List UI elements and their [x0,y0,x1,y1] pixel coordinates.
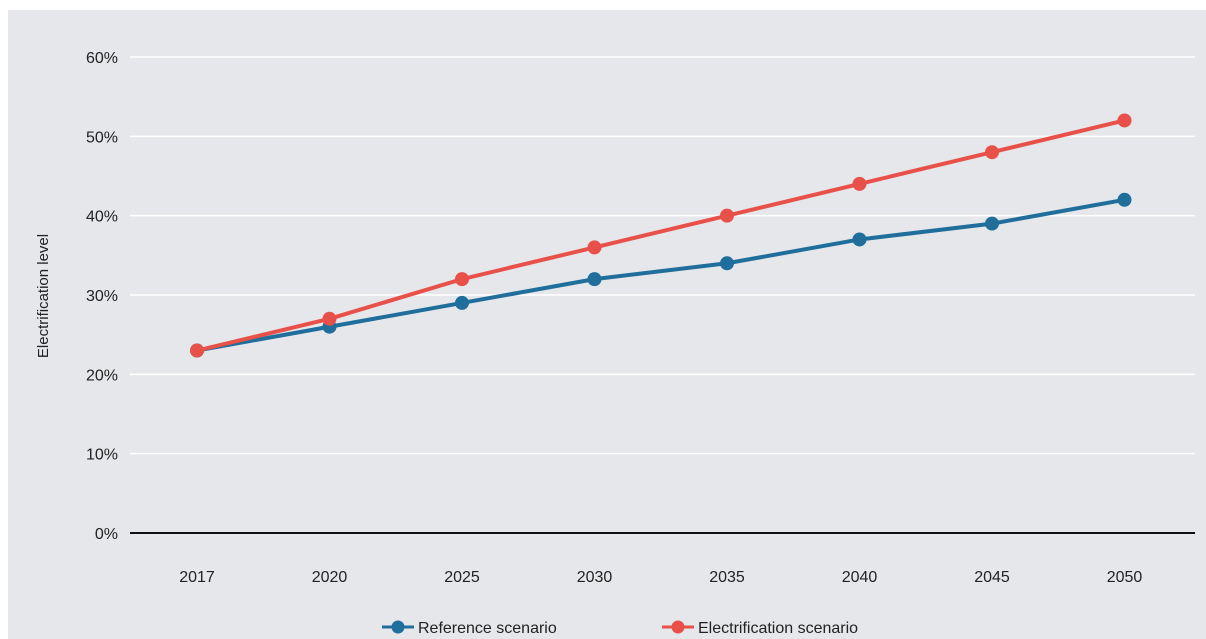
y-tick-label: 30% [86,288,118,305]
y-tick-label: 10% [86,447,118,464]
series-line [196,197,1125,353]
series-line [196,118,1125,353]
y-tick-label: 60% [86,50,118,67]
y-tick-label: 20% [86,367,118,384]
y-tick-label: 40% [86,209,118,226]
data-point [1117,113,1132,128]
data-point [852,176,867,191]
data-point [587,272,602,287]
data-point [587,240,602,255]
x-tick-label: 2030 [577,569,613,586]
chart-background [8,10,1206,639]
x-tick-label: 2017 [179,569,215,586]
x-tick-label: 2020 [312,569,348,586]
series [190,113,1132,358]
x-axis: 2017 2020 2025 2030 2035 2040 2045 2050 [179,569,1142,586]
legend: Reference scenario Electrification scenar… [382,620,858,637]
data-point [852,232,867,247]
x-tick-label: 2025 [444,569,480,586]
data-point [985,145,999,160]
data-point [1117,192,1132,207]
legend-label: Reference scenario [418,620,557,637]
data-point [455,272,469,287]
x-tick-label: 2035 [709,569,745,586]
data-point [190,343,204,358]
data-point [455,295,469,310]
data-point [720,256,734,271]
x-tick-label: 2040 [842,569,878,586]
x-tick-label: 2045 [974,569,1010,586]
y-axis-title: Electrification level [35,234,52,358]
gridlines [130,56,1195,534]
y-tick-label: 0% [95,526,118,543]
legend-label: Electrification scenario [698,620,858,637]
legend-marker [671,620,685,634]
y-axis: 0% 10% 20% 30% 40% 50% 60% [86,50,118,543]
y-tick-label: 50% [86,129,118,146]
data-point [322,311,337,326]
data-point [720,208,734,223]
legend-marker [391,620,405,634]
data-point [985,216,999,231]
x-tick-label: 2050 [1107,569,1143,586]
